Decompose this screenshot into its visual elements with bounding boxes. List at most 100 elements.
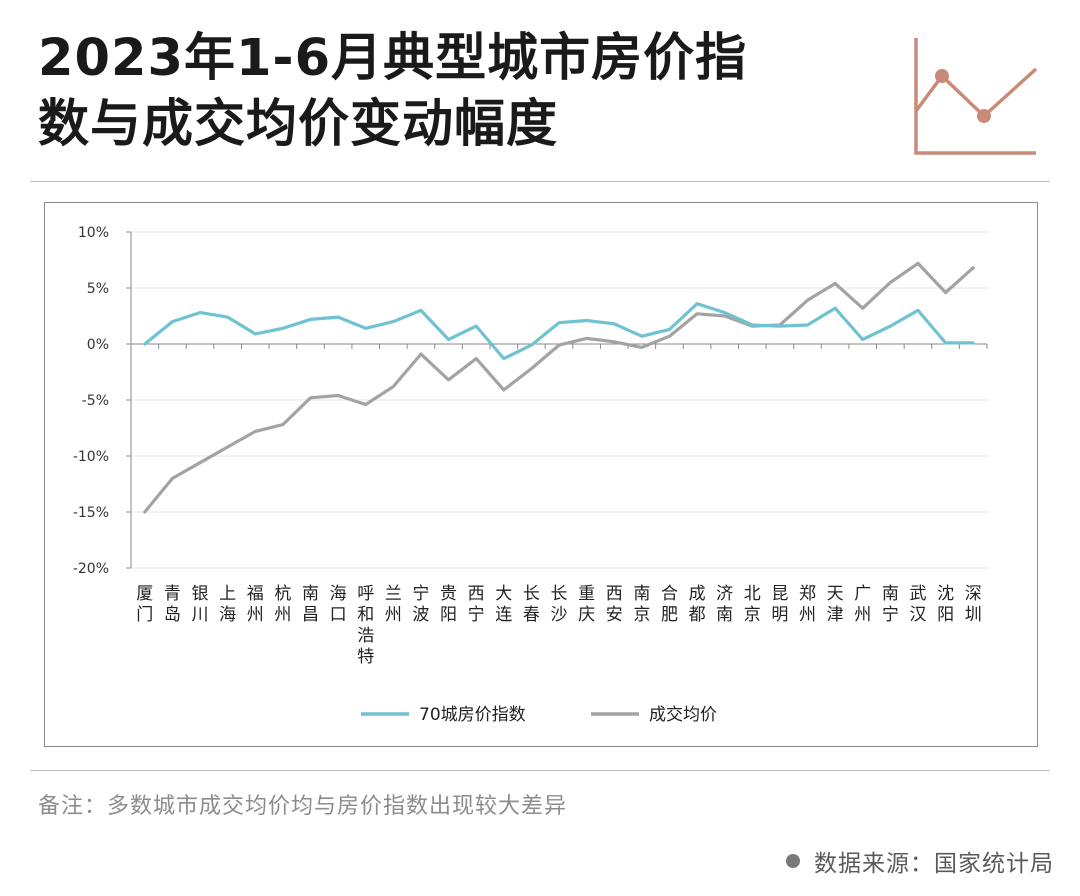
bullet-icon	[786, 854, 800, 868]
x-tick-label: 广州	[854, 584, 871, 625]
page-title: 2023年1-6月典型城市房价指 数与成交均价变动幅度	[38, 26, 898, 158]
data-point	[695, 312, 699, 316]
x-tick-label: 北京	[744, 584, 761, 625]
data-point	[723, 314, 727, 318]
data-point	[474, 357, 478, 360]
x-tick-label: 郑州	[799, 584, 816, 625]
data-point	[226, 315, 230, 319]
x-tick-label: 西宁	[468, 584, 485, 625]
data-point	[806, 323, 809, 327]
x-tick-label: 长春	[523, 584, 540, 625]
y-tick-label: 5%	[87, 281, 109, 297]
chart-frame: 10% 5% 0% -5% -10% -15% -20% 厦门 青岛 银川 上海 福州 杭州 南昌 海口呼…	[44, 202, 1038, 747]
data-point	[281, 326, 285, 330]
data-point	[916, 261, 920, 265]
footnote: 备注：多数城市成交均价均与房价指数出现较大差异	[38, 794, 568, 819]
line-chart: 10% 5% 0% -5% -10% -15% -20% 厦门青岛银川上海福州杭州南昌海口呼…	[73, 225, 988, 725]
series-layer	[143, 261, 975, 514]
data-point	[364, 403, 368, 406]
data-point	[447, 338, 450, 341]
data-point	[833, 282, 837, 285]
data-point	[668, 328, 671, 331]
legend-label: 70城房价指数	[419, 705, 526, 725]
x-tick-label: 沈阳	[937, 584, 954, 625]
title-line-1: 2023年1-6月典型城市房价指	[38, 29, 748, 88]
data-point	[806, 298, 809, 302]
x-tick-label: 厦门	[136, 584, 153, 625]
data-point	[971, 266, 975, 270]
x-tick-label: 成都	[689, 584, 706, 625]
data-point	[143, 510, 147, 514]
legend: 70城房价指数 成交均价	[361, 705, 717, 725]
y-tick-label: 10%	[78, 225, 109, 241]
data-point	[888, 281, 892, 284]
x-tick-label: 大连	[495, 584, 512, 625]
data-point	[253, 429, 257, 433]
x-tick-label: 武汉	[909, 584, 926, 625]
data-point	[198, 311, 202, 315]
data-point	[640, 345, 644, 349]
x-tick-label: 呼和浩特	[357, 584, 374, 667]
data-point	[309, 396, 312, 400]
data-source: 数据来源：国家统计局	[786, 844, 1054, 878]
data-point	[171, 477, 174, 480]
data-point	[612, 322, 616, 326]
x-tick-label: 杭州	[274, 584, 291, 625]
data-point	[447, 378, 450, 382]
x-tick-label: 深圳	[965, 584, 982, 625]
data-point	[281, 423, 285, 427]
data-point	[916, 309, 920, 312]
x-tick-label: 合肥	[661, 584, 678, 625]
data-point	[336, 394, 340, 397]
data-point	[529, 367, 533, 371]
data-point	[391, 385, 395, 388]
x-tick-label: 兰州	[385, 584, 402, 625]
x-tick-label: 重庆	[578, 584, 595, 625]
y-tick-label: -15%	[73, 505, 109, 521]
x-tick-label: 南宁	[882, 584, 899, 625]
y-tick-label: -5%	[82, 393, 109, 409]
data-point	[888, 324, 892, 328]
data-point	[557, 343, 561, 347]
data-point	[557, 321, 561, 325]
data-point	[640, 334, 644, 338]
data-point	[750, 323, 754, 327]
x-tick-label: 银川	[192, 584, 209, 625]
x-tick-label: 海口	[330, 584, 347, 625]
y-tick-label: -10%	[73, 449, 109, 465]
data-point	[668, 334, 671, 338]
x-tick-label: 南京	[633, 584, 650, 625]
data-point	[171, 320, 174, 323]
x-tick-label: 长沙	[551, 584, 568, 625]
data-point	[944, 291, 947, 294]
data-point	[419, 352, 423, 356]
y-tick-label: 0%	[87, 337, 109, 353]
data-source-text: 数据来源：国家统计局	[814, 851, 1054, 877]
data-point	[143, 342, 147, 346]
x-tick-label: 上海	[219, 584, 236, 625]
data-point	[419, 309, 423, 312]
x-tick-label: 福州	[247, 584, 264, 625]
data-point	[585, 337, 589, 340]
data-point	[612, 340, 616, 344]
data-point	[391, 320, 395, 323]
data-point	[861, 306, 865, 310]
y-tick-label: -20%	[73, 561, 109, 577]
x-tick-label: 贵阳	[440, 584, 457, 625]
data-point	[364, 326, 368, 330]
category-labels: 厦门青岛银川上海福州杭州南昌海口呼和浩特兰州宁波贵阳西宁大连长春长沙重庆西安南京…	[136, 584, 981, 667]
data-point	[833, 306, 837, 310]
header-divider	[30, 181, 1050, 182]
data-point	[971, 341, 975, 345]
data-point	[336, 315, 340, 319]
data-point	[944, 341, 947, 345]
x-tick-label: 昆明	[771, 584, 788, 625]
x-tick-label: 南昌	[302, 584, 319, 625]
footer-divider	[30, 770, 1050, 771]
x-tick-label: 宁波	[412, 584, 429, 625]
data-point	[502, 357, 506, 360]
data-point	[198, 461, 202, 465]
data-point	[309, 317, 312, 321]
data-point	[529, 343, 533, 347]
data-point	[861, 338, 865, 341]
